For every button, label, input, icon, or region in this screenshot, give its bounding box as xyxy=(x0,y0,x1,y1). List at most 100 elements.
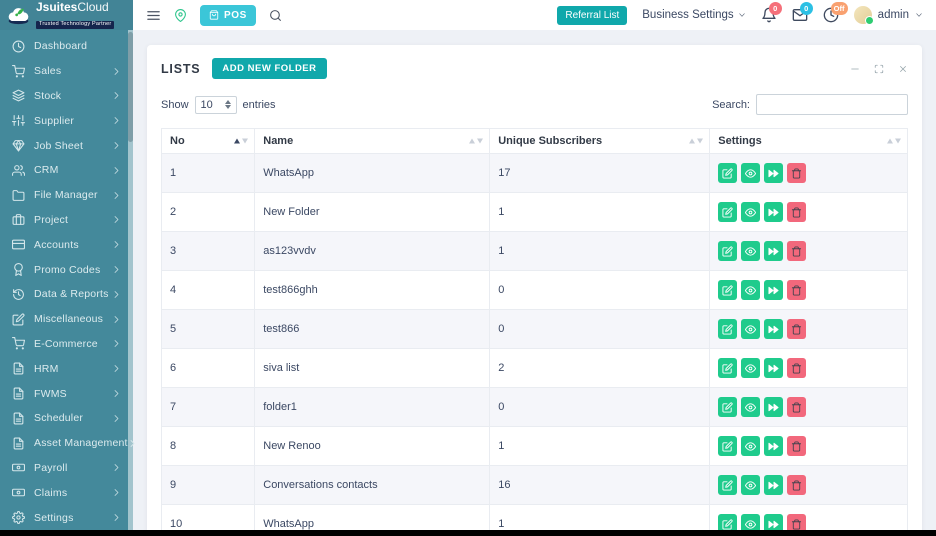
edit-button[interactable] xyxy=(718,202,738,222)
delete-button[interactable] xyxy=(787,319,807,339)
sidebar-item-settings[interactable]: Settings xyxy=(0,505,133,530)
fast-forward-icon xyxy=(768,324,779,335)
view-button[interactable] xyxy=(741,436,761,456)
business-settings-dropdown[interactable]: Business Settings xyxy=(642,9,745,21)
pos-button[interactable]: POS xyxy=(200,4,256,26)
edit-icon xyxy=(722,440,733,452)
messages-badge: 0 xyxy=(799,2,813,15)
page-size-select[interactable]: 10 xyxy=(194,95,237,114)
referral-list-button[interactable]: Referral List xyxy=(557,5,628,25)
cell-no: 3 xyxy=(160,231,256,271)
view-button[interactable] xyxy=(741,358,761,378)
forward-button[interactable] xyxy=(764,475,784,495)
sidebar-item-supplier[interactable]: Supplier xyxy=(0,108,133,133)
cell-no: 9 xyxy=(160,465,256,505)
delete-button[interactable] xyxy=(787,358,807,378)
sidebar-item-project[interactable]: Project xyxy=(0,208,133,233)
sidebar-item-accounts[interactable]: Accounts xyxy=(0,232,133,257)
delete-button[interactable] xyxy=(787,202,807,222)
column-header-unique-subscribers[interactable]: Unique Subscribers xyxy=(489,128,711,154)
sidebar-item-dashboard[interactable]: Dashboard xyxy=(0,34,133,59)
sidebar-item-sales[interactable]: Sales xyxy=(0,59,133,84)
forward-button[interactable] xyxy=(764,241,784,261)
sidebar-item-claims[interactable]: Claims xyxy=(0,480,133,505)
sidebar-item-fwms[interactable]: FWMS xyxy=(0,381,133,406)
sidebar-scrollbar[interactable] xyxy=(128,30,133,530)
column-header-settings[interactable]: Settings xyxy=(709,128,908,154)
edit-button[interactable] xyxy=(718,358,738,378)
sidebar-item-e-commerce[interactable]: E-Commerce xyxy=(0,332,133,357)
app-logo[interactable]: JsuitesCloud Trusted Technology Partner xyxy=(0,0,133,30)
forward-button[interactable] xyxy=(764,436,784,456)
edit-button[interactable] xyxy=(718,475,738,495)
chevron-right-icon xyxy=(112,191,121,200)
cell-settings xyxy=(709,465,908,505)
column-header-name[interactable]: Name xyxy=(254,128,491,154)
menu-icon[interactable] xyxy=(146,8,161,23)
sidebar-item-payroll[interactable]: Payroll xyxy=(0,456,133,481)
sidebar-item-file-manager[interactable]: File Manager xyxy=(0,183,133,208)
edit-icon xyxy=(722,362,733,374)
sidebar-item-job-sheet[interactable]: Job Sheet xyxy=(0,133,133,158)
chevron-right-icon xyxy=(112,315,121,324)
entries-label: entries xyxy=(242,98,276,111)
column-header-no[interactable]: No xyxy=(160,128,256,154)
forward-button[interactable] xyxy=(764,319,784,339)
delete-button[interactable] xyxy=(787,475,807,495)
messages-button[interactable]: 0 xyxy=(792,2,813,23)
view-button[interactable] xyxy=(741,397,761,417)
close-icon[interactable] xyxy=(898,64,908,74)
sidebar-item-crm[interactable]: CRM xyxy=(0,158,133,183)
delete-button[interactable] xyxy=(787,241,807,261)
search-icon[interactable] xyxy=(269,9,282,22)
minimize-icon[interactable] xyxy=(850,64,860,74)
edit-button[interactable] xyxy=(718,241,738,261)
cell-subscribers: 2 xyxy=(489,348,711,388)
sidebar-item-scheduler[interactable]: Scheduler xyxy=(0,406,133,431)
sidebar-item-hrm[interactable]: HRM xyxy=(0,356,133,381)
add-new-folder-button[interactable]: ADD NEW FOLDER xyxy=(212,58,327,79)
sidebar-item-stock[interactable]: Stock xyxy=(0,84,133,109)
view-button[interactable] xyxy=(741,202,761,222)
forward-button[interactable] xyxy=(764,514,784,530)
edit-button[interactable] xyxy=(718,319,738,339)
cell-no: 1 xyxy=(160,153,256,193)
delete-button[interactable] xyxy=(787,436,807,456)
notifications-button[interactable]: 0 xyxy=(761,2,782,23)
delete-button[interactable] xyxy=(787,163,807,183)
forward-button[interactable] xyxy=(764,163,784,183)
forward-button[interactable] xyxy=(764,397,784,417)
page-title: LISTS xyxy=(161,61,201,76)
user-menu[interactable]: admin xyxy=(853,6,923,25)
sidebar-item-asset-management[interactable]: Asset Management xyxy=(0,431,135,456)
chevron-right-icon xyxy=(112,389,121,398)
view-button[interactable] xyxy=(741,475,761,495)
sidebar-item-label: Payroll xyxy=(34,461,68,474)
delete-button[interactable] xyxy=(787,514,807,530)
delete-button[interactable] xyxy=(787,280,807,300)
edit-button[interactable] xyxy=(718,514,738,530)
search-input[interactable] xyxy=(756,94,908,115)
forward-button[interactable] xyxy=(764,202,784,222)
cell-subscribers: 0 xyxy=(489,309,711,349)
delete-button[interactable] xyxy=(787,397,807,417)
sidebar-item-data-reports[interactable]: Data & Reports xyxy=(0,282,133,307)
edit-button[interactable] xyxy=(718,436,738,456)
edit-button[interactable] xyxy=(718,397,738,417)
view-button[interactable] xyxy=(741,514,761,530)
view-button[interactable] xyxy=(741,280,761,300)
clock-status-button[interactable]: Off xyxy=(823,2,848,23)
sidebar-item-promo-codes[interactable]: Promo Codes xyxy=(0,257,133,282)
sliders-icon xyxy=(12,114,25,127)
forward-button[interactable] xyxy=(764,280,784,300)
edit-button[interactable] xyxy=(718,280,738,300)
forward-button[interactable] xyxy=(764,358,784,378)
edit-button[interactable] xyxy=(718,163,738,183)
view-button[interactable] xyxy=(741,163,761,183)
sidebar-item-miscellaneous[interactable]: Miscellaneous xyxy=(0,307,133,332)
view-button[interactable] xyxy=(741,319,761,339)
view-button[interactable] xyxy=(741,241,761,261)
maximize-icon[interactable] xyxy=(874,64,884,74)
cell-no: 10 xyxy=(160,504,256,530)
map-pin-icon[interactable] xyxy=(174,8,187,22)
